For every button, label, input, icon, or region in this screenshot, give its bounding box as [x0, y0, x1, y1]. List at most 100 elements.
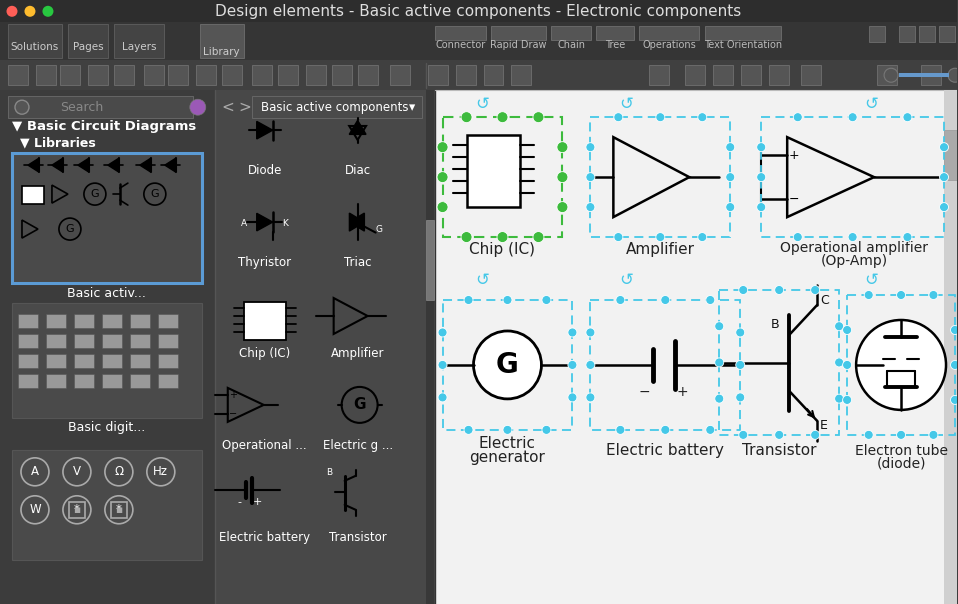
Bar [60, 65, 80, 85]
Circle shape [903, 113, 912, 121]
Text: Diac: Diac [345, 164, 371, 176]
Bar [714, 65, 733, 85]
Bar [215, 90, 435, 603]
Bar [919, 27, 935, 42]
Circle shape [661, 295, 670, 304]
Bar [102, 374, 122, 388]
Text: (diode): (diode) [877, 457, 925, 471]
Bar [869, 27, 885, 42]
Polygon shape [350, 120, 366, 134]
Bar [491, 27, 546, 40]
Bar [762, 117, 944, 237]
Circle shape [656, 113, 665, 121]
Bar [357, 65, 377, 85]
Bar [130, 314, 149, 328]
Text: Electric g ...: Electric g ... [323, 439, 393, 452]
Circle shape [843, 326, 852, 335]
Text: G: G [354, 397, 366, 413]
Text: ▾: ▾ [409, 101, 416, 114]
Text: Text Orientation: Text Orientation [704, 40, 783, 50]
Circle shape [464, 295, 473, 304]
Circle shape [557, 172, 568, 182]
Circle shape [438, 393, 447, 402]
Circle shape [848, 113, 857, 121]
Text: V: V [73, 465, 80, 478]
Bar [801, 65, 821, 85]
Bar [74, 314, 94, 328]
Circle shape [437, 202, 448, 213]
Polygon shape [52, 158, 63, 172]
Circle shape [726, 173, 735, 182]
Bar [158, 314, 178, 328]
Bar [200, 24, 243, 58]
Bar [130, 354, 149, 368]
Circle shape [542, 425, 551, 434]
Text: Electric battery: Electric battery [606, 443, 724, 458]
Text: -: - [238, 497, 241, 507]
Bar [443, 117, 562, 237]
Bar [467, 135, 520, 207]
Bar [484, 65, 504, 85]
Text: Tree: Tree [605, 40, 626, 50]
Circle shape [586, 328, 595, 337]
Bar [114, 24, 164, 58]
Text: Design elements - Basic active components - Electronic components: Design elements - Basic active component… [216, 4, 741, 19]
Circle shape [810, 431, 820, 439]
Circle shape [940, 173, 948, 182]
Circle shape [542, 295, 551, 304]
Circle shape [843, 361, 852, 370]
Bar [278, 65, 298, 85]
Bar [705, 27, 781, 40]
Bar [8, 24, 62, 58]
Circle shape [461, 112, 472, 123]
Text: Layers: Layers [122, 42, 156, 53]
Circle shape [586, 143, 595, 152]
Circle shape [706, 425, 715, 434]
Text: −: − [639, 385, 650, 399]
Text: Hz: Hz [153, 465, 169, 478]
Text: *: * [116, 503, 122, 516]
Bar [102, 334, 122, 348]
Text: Chip (IC): Chip (IC) [469, 242, 536, 257]
Bar [221, 65, 241, 85]
Circle shape [616, 295, 625, 304]
Bar [252, 65, 272, 85]
Bar [590, 300, 741, 430]
Bar [443, 300, 573, 430]
Circle shape [190, 99, 206, 115]
Circle shape [656, 233, 665, 242]
Text: <: < [221, 100, 234, 115]
Polygon shape [108, 158, 119, 172]
Circle shape [614, 233, 623, 242]
Circle shape [950, 396, 958, 405]
Circle shape [661, 425, 670, 434]
Text: +: + [253, 497, 262, 507]
Text: Chain: Chain [558, 40, 585, 50]
Bar [425, 90, 434, 603]
Circle shape [568, 328, 577, 337]
Circle shape [697, 233, 707, 242]
Circle shape [884, 68, 898, 82]
Circle shape [437, 142, 448, 153]
Circle shape [757, 143, 765, 152]
Circle shape [497, 112, 508, 123]
Text: Solutions: Solutions [11, 42, 59, 53]
Bar [18, 374, 38, 388]
Text: Triac: Triac [344, 255, 372, 269]
Circle shape [775, 286, 784, 295]
Text: Ω: Ω [114, 465, 124, 478]
Bar [427, 65, 447, 85]
Bar [8, 65, 28, 85]
Circle shape [940, 143, 948, 152]
Bar [939, 27, 955, 42]
Text: Rapid Draw: Rapid Draw [490, 40, 547, 50]
Text: Electron tube: Electron tube [855, 444, 947, 458]
Text: Basic digit...: Basic digit... [68, 422, 146, 434]
Circle shape [715, 394, 723, 403]
Bar [435, 90, 957, 603]
Bar [114, 65, 134, 85]
Bar [552, 27, 591, 40]
Text: (Op-Amp): (Op-Amp) [821, 254, 888, 268]
Bar [899, 73, 949, 77]
Text: C: C [820, 294, 829, 306]
